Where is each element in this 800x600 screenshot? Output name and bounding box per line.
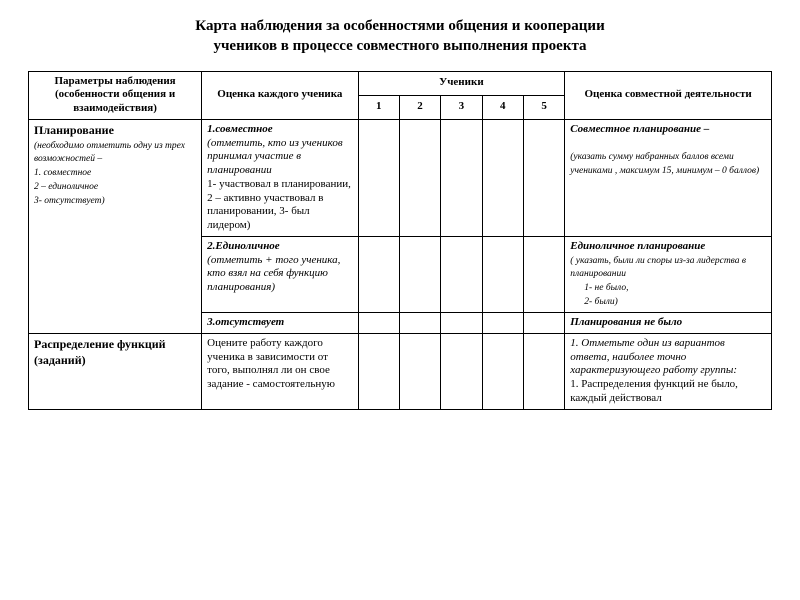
col-header-s5: 5 — [523, 95, 564, 119]
title-line-1: Карта наблюдения за особенностями общени… — [195, 18, 604, 34]
param-planning-note: (необходимо отметить одну из трех возмож… — [34, 141, 185, 165]
cell-joint-distribution: 1. Отметьте один из вариантов ответа, на… — [565, 333, 772, 409]
param-planning-opt1: 1. совместное — [34, 168, 91, 178]
cell-s2 — [399, 333, 440, 409]
cell-eval-distribution: Оцените работу каждого ученика в зависим… — [202, 333, 358, 409]
eval1-body: (отметить, кто из учеников принимал учас… — [207, 137, 342, 177]
cell-s5 — [523, 313, 564, 334]
distribution-joint-lead: 1. Отметьте один из вариантов ответа, на… — [570, 337, 737, 377]
page-title: Карта наблюдения за особенностями общени… — [28, 16, 772, 57]
eval2-body: (отметить + того ученика, кто взял на се… — [207, 254, 340, 294]
cell-s2 — [399, 119, 440, 236]
cell-s1 — [358, 333, 399, 409]
param-planning-opt2: 2 – единоличное — [34, 182, 98, 192]
eval1-head: 1.совместное — [207, 123, 272, 135]
joint2-head: Единоличное планирование — [570, 240, 705, 252]
joint3-head: Планирования не было — [570, 316, 682, 328]
col-header-eval-joint: Оценка совместной деятельности — [565, 71, 772, 119]
col-header-s1: 1 — [358, 95, 399, 119]
eval3-head: 3.отсутствует — [207, 316, 284, 328]
cell-s4 — [482, 119, 523, 236]
cell-eval-otsutstvuet: 3.отсутствует — [202, 313, 358, 334]
cell-param-planning: Планирование (необходимо отметить одну и… — [29, 119, 202, 333]
cell-param-distribution: Распределение функций (заданий) — [29, 333, 202, 409]
cell-s3 — [441, 236, 482, 312]
col-header-s2: 2 — [399, 95, 440, 119]
title-line-2: учеников в процессе совместного выполнен… — [213, 38, 586, 54]
cell-s3 — [441, 119, 482, 236]
col-header-s4: 4 — [482, 95, 523, 119]
joint2-opt2: 2- были) — [584, 297, 618, 307]
cell-s1 — [358, 313, 399, 334]
eval2-head: 2.Единоличное — [207, 240, 280, 252]
cell-s1 — [358, 119, 399, 236]
cell-s2 — [399, 313, 440, 334]
cell-s2 — [399, 236, 440, 312]
cell-s4 — [482, 313, 523, 334]
observation-table: Параметры наблюдения (особенности общени… — [28, 71, 772, 410]
cell-joint-edinolichnoe: Единоличное планирование ( указать, были… — [565, 236, 772, 312]
cell-s5 — [523, 236, 564, 312]
distribution-eval-body: Оцените работу каждого ученика в зависим… — [207, 337, 335, 390]
col-header-params: Параметры наблюдения (особенности общени… — [29, 71, 202, 119]
cell-eval-edinolichnoe: 2.Единоличное (отметить + того ученика, … — [202, 236, 358, 312]
cell-joint-sovmestnoe: Совместное планирование – (указать сумму… — [565, 119, 772, 236]
cell-eval-sovmestnoe: 1.совместное (отметить, кто из учеников … — [202, 119, 358, 236]
param-planning-title: Планирование — [34, 123, 114, 137]
col-header-students: Ученики — [358, 71, 565, 95]
cell-s4 — [482, 333, 523, 409]
cell-s1 — [358, 236, 399, 312]
joint2-opt1: 1- не было, — [584, 283, 628, 293]
col-header-s3: 3 — [441, 95, 482, 119]
param-planning-opt3: 3- отсутствует) — [34, 196, 105, 206]
eval1-scale: 1- участвовал в планировании, 2 – активн… — [207, 178, 351, 231]
cell-s3 — [441, 313, 482, 334]
cell-s5 — [523, 119, 564, 236]
table-header-row: Параметры наблюдения (особенности общени… — [29, 71, 772, 95]
joint1-head: Совместное планирование – — [570, 123, 709, 135]
distribution-joint-item1: 1. Распределения функций не было, каждый… — [570, 378, 738, 404]
param-distribution-title: Распределение функций (заданий) — [34, 337, 166, 367]
joint2-note: ( указать, были ли споры из-за лидерства… — [570, 256, 746, 280]
cell-s4 — [482, 236, 523, 312]
cell-s3 — [441, 333, 482, 409]
joint1-note: (указать сумму набранных баллов всеми уч… — [570, 152, 759, 176]
cell-s5 — [523, 333, 564, 409]
table-row: Распределение функций (заданий) Оцените … — [29, 333, 772, 409]
col-header-eval-each: Оценка каждого ученика — [202, 71, 358, 119]
table-row: Планирование (необходимо отметить одну и… — [29, 119, 772, 236]
cell-joint-otsutstvuet: Планирования не было — [565, 313, 772, 334]
